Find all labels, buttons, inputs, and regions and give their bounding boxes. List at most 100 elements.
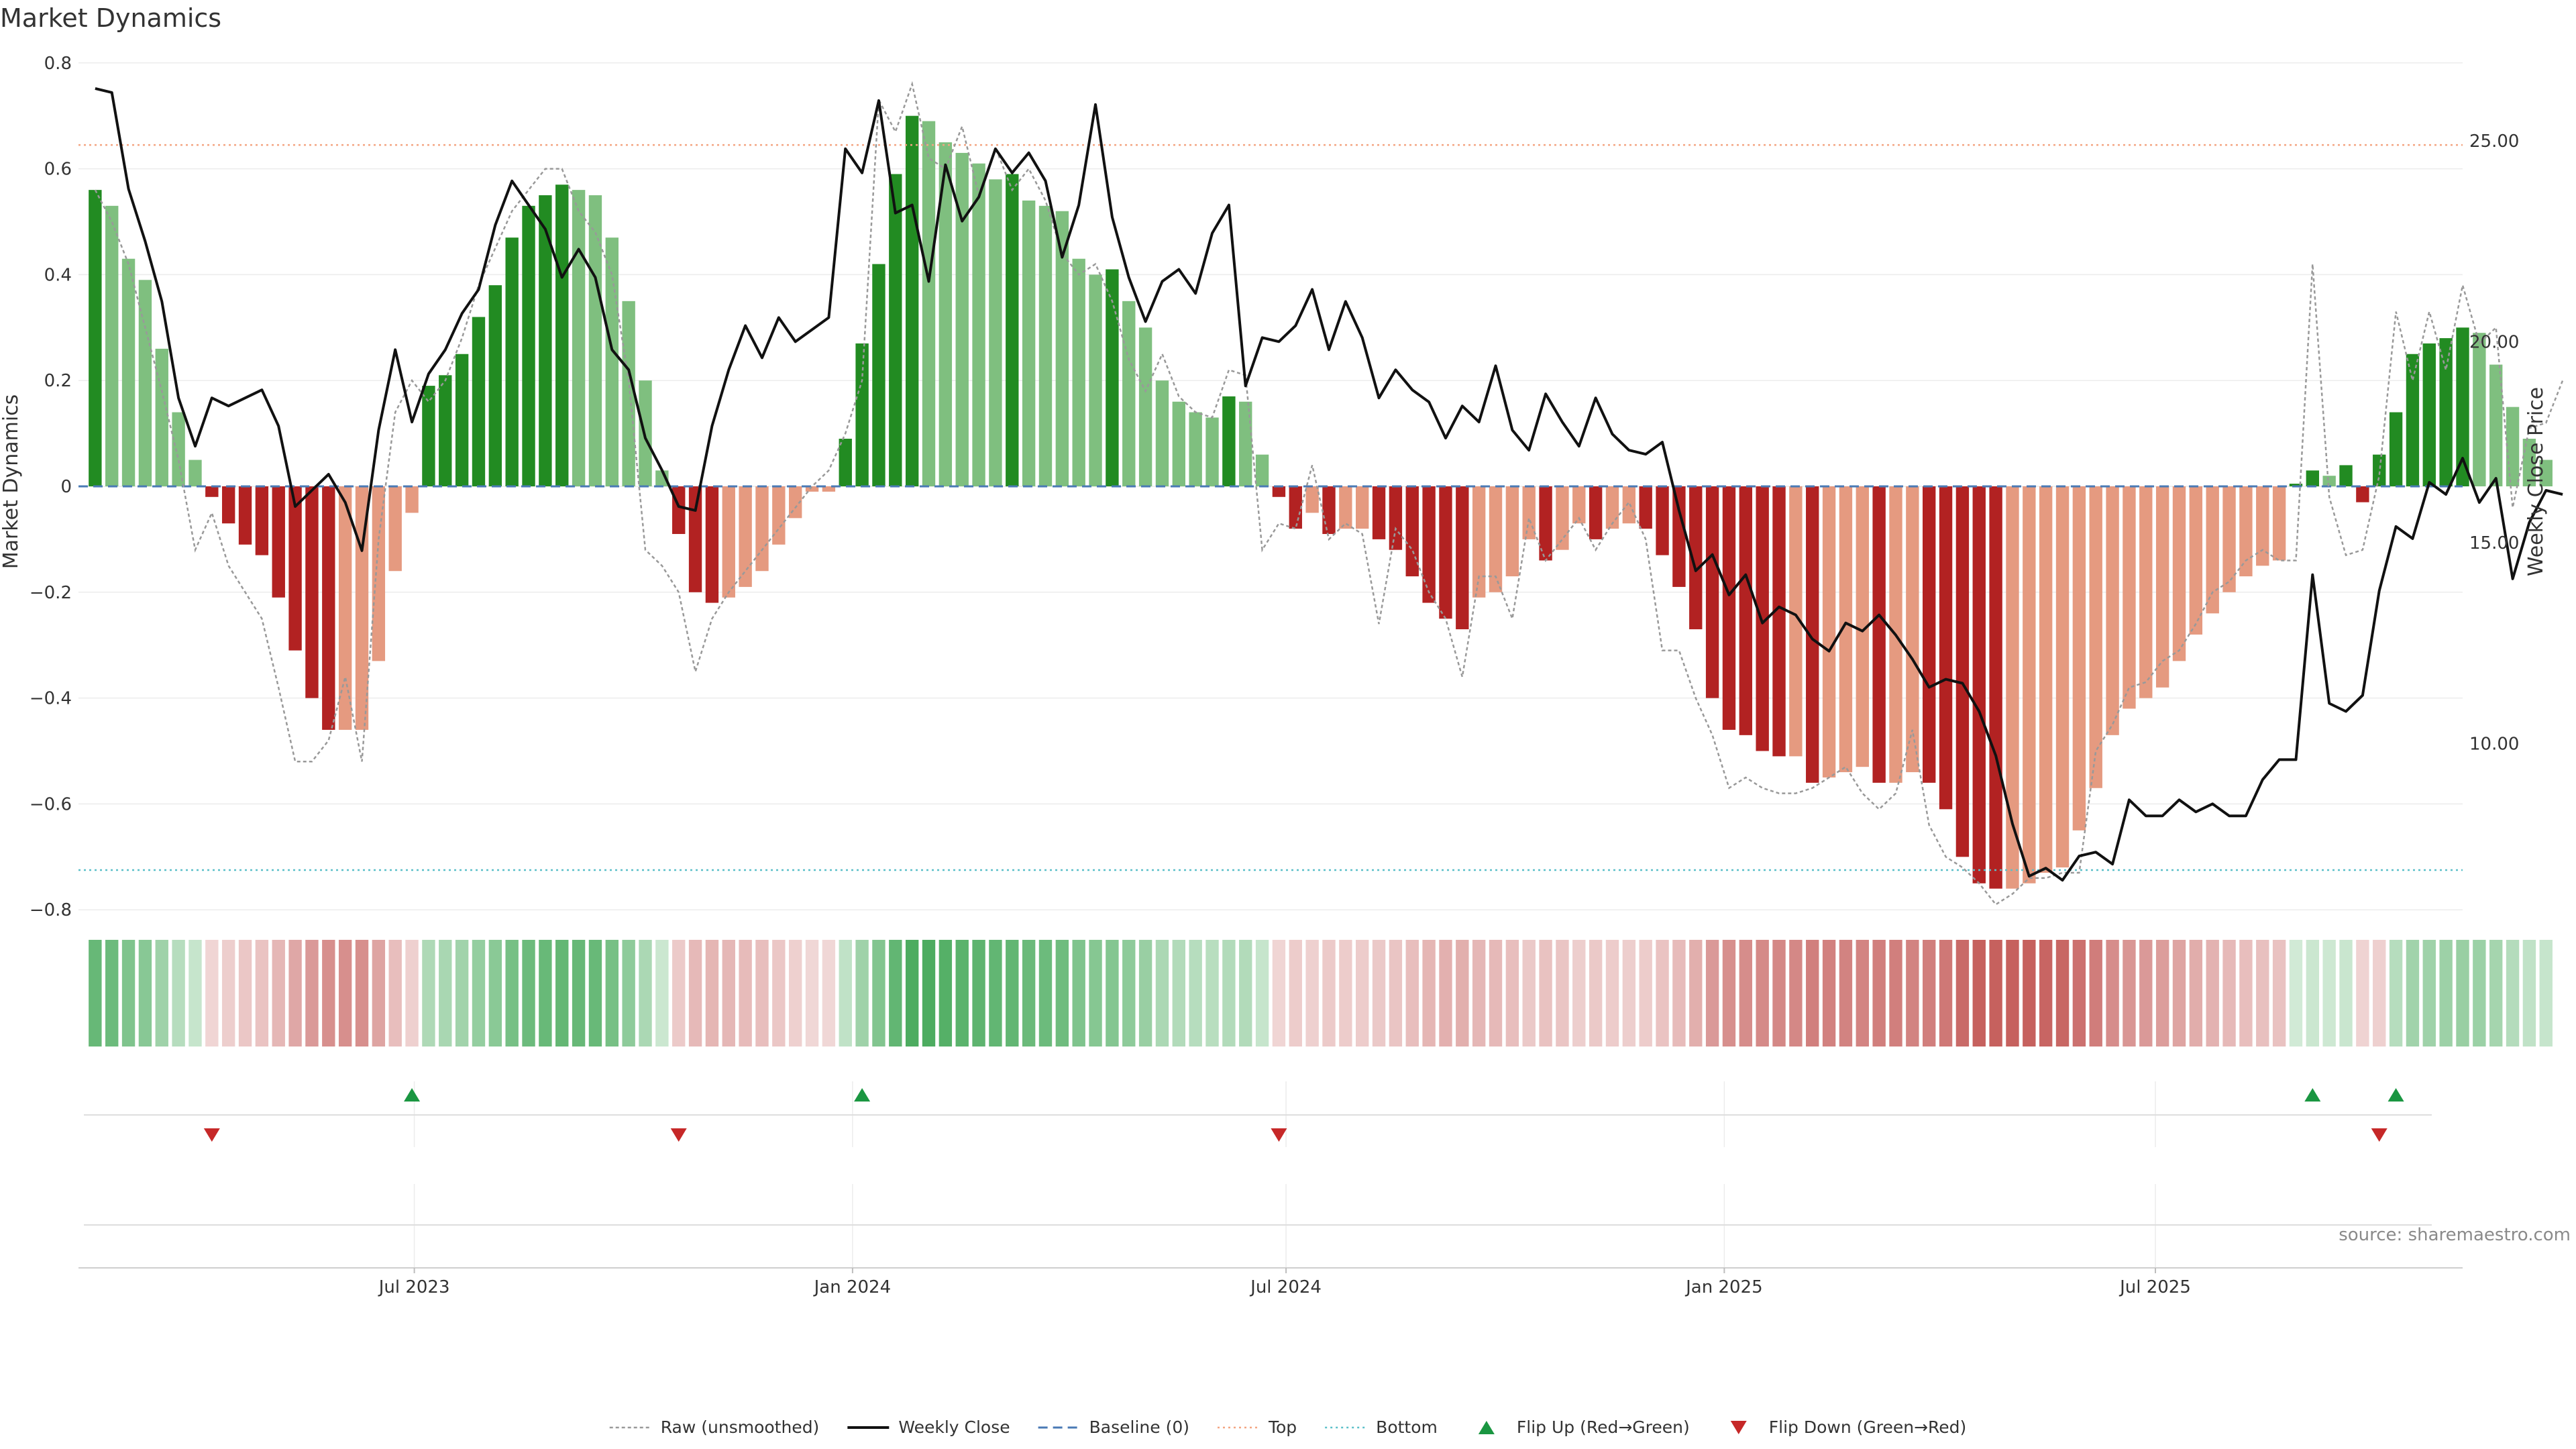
- flip-down-marker: [203, 1128, 220, 1142]
- regime-cell: [405, 940, 419, 1046]
- dynamics-bar: [622, 301, 635, 486]
- y-tick-label: −0.2: [30, 583, 72, 603]
- dynamics-bar: [739, 486, 752, 587]
- dynamics-bar: [2239, 486, 2253, 577]
- dynamics-bar: [1622, 486, 1636, 524]
- dynamics-bar: [1589, 486, 1603, 539]
- regime-cell: [655, 940, 669, 1046]
- regime-cell: [705, 940, 719, 1046]
- regime-cell: [2006, 940, 2019, 1046]
- y-tick-label: −0.6: [30, 794, 72, 814]
- dynamics-bar: [1355, 486, 1369, 529]
- dynamics-bar: [2473, 333, 2486, 486]
- regime-cell: [1589, 940, 1603, 1046]
- dynamics-bar: [1872, 486, 1886, 783]
- dynamics-bar: [205, 486, 219, 497]
- regime-cell: [1322, 940, 1336, 1046]
- regime-cell: [2489, 940, 2503, 1046]
- dynamics-bar: [2522, 438, 2536, 486]
- dynamics-bar: [1556, 486, 1569, 550]
- dynamics-bar: [588, 195, 602, 486]
- regime-cell: [121, 940, 136, 1046]
- dynamics-bar: [788, 486, 802, 519]
- regime-cell: [1122, 940, 1136, 1046]
- regime-cell: [172, 940, 185, 1046]
- regime-cell: [2123, 940, 2136, 1046]
- legend-swatch: [1730, 1421, 1747, 1434]
- regime-cell: [1739, 940, 1753, 1046]
- regime-cell: [372, 940, 386, 1046]
- flip-up-marker: [854, 1088, 871, 1102]
- dynamics-bar: [2272, 486, 2286, 561]
- dynamics-bar: [439, 375, 452, 486]
- y2-tick-label: 15.00: [2469, 533, 2519, 553]
- dynamics-bar: [522, 205, 535, 486]
- regime-cell: [1672, 940, 1686, 1046]
- dynamics-bar: [2123, 486, 2136, 709]
- y-tick-label: 0.2: [44, 371, 72, 391]
- regime-cell: [2106, 940, 2119, 1046]
- dynamics-bar: [2039, 486, 2053, 873]
- regime-cell: [1522, 940, 1536, 1046]
- dynamics-bar: [2055, 486, 2070, 868]
- regime-cell: [2222, 940, 2236, 1046]
- regime-cell: [2473, 940, 2486, 1046]
- regime-cell: [905, 940, 919, 1046]
- legend-label: Flip Down (Green→Red): [1769, 1417, 1967, 1437]
- dynamics-bar: [1705, 486, 1719, 698]
- x-tick-label: Jul 2025: [2118, 1277, 2191, 1297]
- y2-tick-label: 20.00: [2469, 332, 2519, 352]
- dynamics-bar: [2356, 486, 2369, 502]
- regime-cell: [805, 940, 819, 1046]
- regime-cell: [455, 940, 469, 1046]
- regime-cell: [938, 940, 953, 1046]
- regime-cell: [839, 940, 852, 1046]
- dynamics-bar: [2539, 460, 2553, 486]
- regime-cell: [2539, 940, 2553, 1046]
- regime-cell: [1006, 940, 1019, 1046]
- regime-cell: [1806, 940, 1819, 1046]
- regime-cell: [2139, 940, 2153, 1046]
- dynamics-bar: [2072, 486, 2086, 830]
- regime-cell: [822, 940, 836, 1046]
- dynamics-bar: [1972, 486, 1986, 883]
- regime-cell: [1239, 940, 1252, 1046]
- dynamics-bar: [505, 237, 519, 486]
- regime-cell: [505, 940, 519, 1046]
- regime-cell: [2289, 940, 2303, 1046]
- dynamics-bar: [572, 190, 586, 486]
- dynamics-bar: [1722, 486, 1736, 730]
- dynamics-bar: [1989, 486, 2002, 889]
- dynamics-bar: [1456, 486, 1469, 630]
- regime-cell: [872, 940, 885, 1046]
- dynamics-bar: [305, 486, 319, 698]
- regime-cell: [2272, 940, 2286, 1046]
- regime-cell: [605, 940, 619, 1046]
- legend-label: Baseline (0): [1089, 1417, 1189, 1437]
- regime-cell: [1505, 940, 1519, 1046]
- regime-cell: [2406, 940, 2420, 1046]
- regime-cell: [1772, 940, 1786, 1046]
- dynamics-bar: [1772, 486, 1786, 757]
- dynamics-bar: [1322, 486, 1336, 535]
- regime-cell: [2023, 940, 2036, 1046]
- x-tick-label: Jan 2024: [813, 1277, 892, 1297]
- regime-cell: [1022, 940, 1036, 1046]
- y-axis-ticks: 0.8 0.6 0.4 0.2 0 −0.2 −0.4 −0.6 −0.8: [30, 54, 72, 920]
- dynamics-bar: [755, 486, 769, 572]
- dynamics-bar: [2172, 486, 2186, 661]
- dynamics-bar: [2222, 486, 2236, 592]
- regime-cell: [255, 940, 269, 1046]
- regime-cell: [539, 940, 552, 1046]
- dynamics-bar: [2106, 486, 2119, 735]
- dynamics-bar: [688, 486, 702, 592]
- dynamics-bar: [2006, 486, 2019, 889]
- regime-cell: [1705, 940, 1719, 1046]
- dynamics-bar: [488, 285, 502, 486]
- regime-cell: [1939, 940, 1953, 1046]
- regime-cell: [1272, 940, 1286, 1046]
- dynamics-bars: [89, 115, 2553, 889]
- regime-cell: [439, 940, 452, 1046]
- regime-cell: [1923, 940, 1936, 1046]
- regime-cell: [1472, 940, 1486, 1046]
